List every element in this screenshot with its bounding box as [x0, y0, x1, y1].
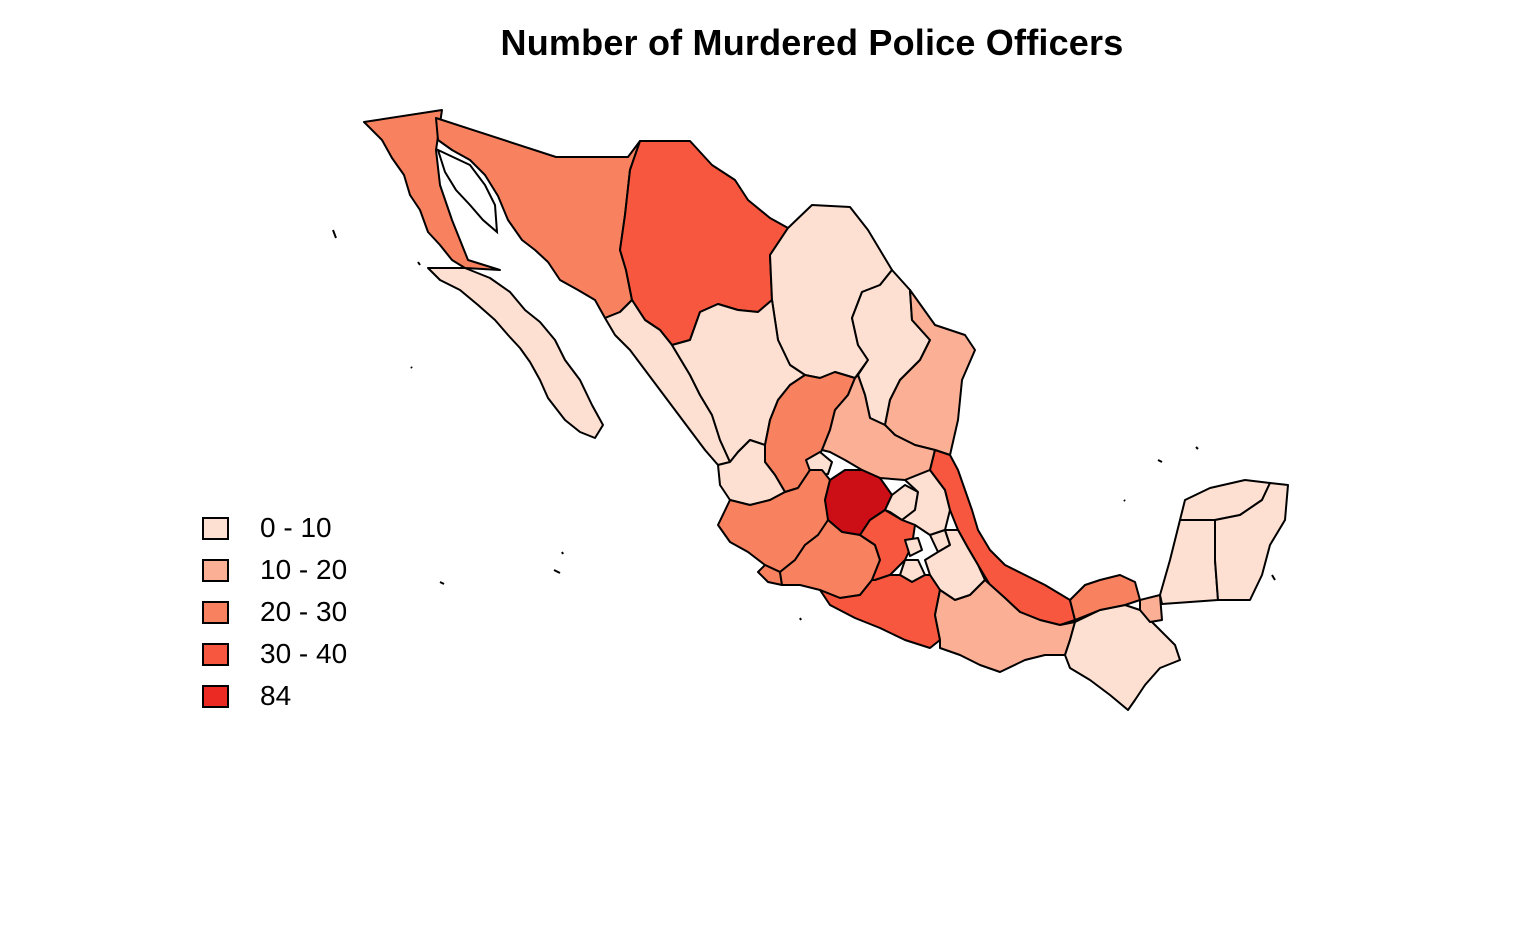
legend-swatch — [202, 684, 229, 708]
legend-swatch — [202, 558, 229, 582]
legend-item: 0 - 10 — [202, 507, 347, 549]
legend-item: 84 — [202, 675, 347, 717]
island-arrecife-2 — [1157, 459, 1163, 463]
legend-swatch — [202, 642, 229, 666]
legend-label: 30 - 40 — [260, 638, 348, 669]
state-quintana-roo — [1214, 482, 1289, 601]
state-campeche — [1139, 594, 1163, 623]
legend-label: 10 - 20 — [260, 554, 348, 585]
island-revillagigedo-2 — [439, 581, 445, 585]
state-colima — [757, 564, 783, 586]
state-tabasco — [1069, 574, 1141, 621]
island-revillagigedo-3 — [561, 551, 564, 555]
legend: 0 - 10 10 - 20 20 - 30 30 - 40 84 — [202, 507, 347, 717]
legend-label: 0 - 10 — [260, 512, 332, 543]
island-arrecife-1 — [1195, 446, 1199, 450]
gulf-of-california — [436, 148, 499, 235]
legend-item: 30 - 40 — [202, 633, 347, 675]
legend-label: 20 - 30 — [260, 596, 348, 627]
state-guerrero — [819, 574, 941, 649]
island-arrecife-3 — [1123, 499, 1126, 502]
state-chiapas — [1064, 604, 1181, 711]
legend-item: 10 - 20 — [202, 549, 347, 591]
legend-item: 20 - 30 — [202, 591, 347, 633]
island-cozumel — [1271, 574, 1276, 581]
island-revillagigedo-1 — [553, 569, 561, 574]
map-title: Number of Murdered Police Officers — [500, 22, 1124, 63]
island-guadalupe — [332, 229, 337, 239]
island-small-3 — [799, 617, 802, 621]
island-small-2 — [410, 366, 413, 369]
island-small-1 — [417, 261, 421, 266]
legend-swatch — [202, 600, 229, 624]
state-cdmx — [904, 537, 923, 557]
state-baja-california — [363, 109, 501, 271]
state-baja-california-sur — [427, 267, 604, 439]
legend-label: 84 — [260, 680, 292, 711]
legend-swatch — [202, 516, 229, 540]
